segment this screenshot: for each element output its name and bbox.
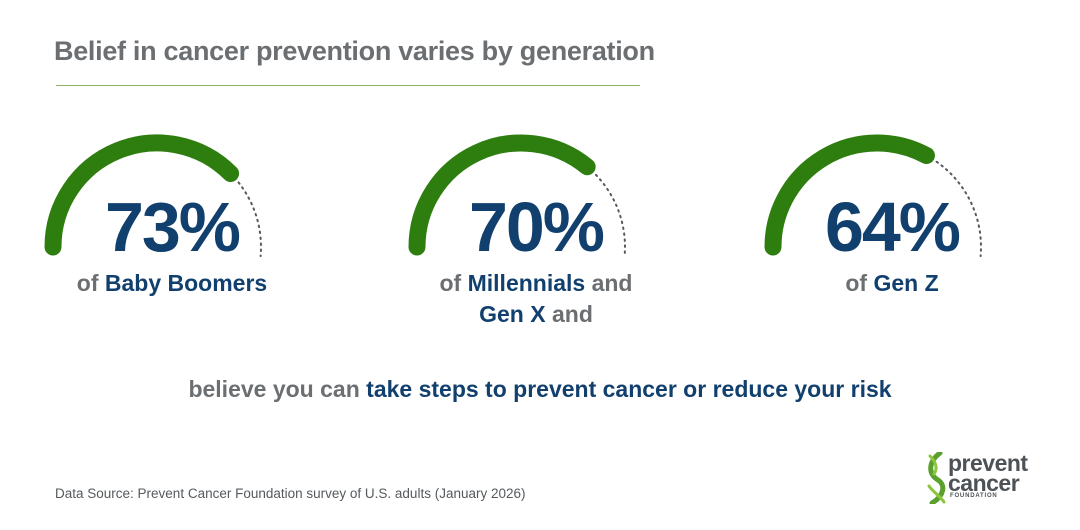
gauge-value-label: 64% — [824, 188, 961, 266]
caption-prefix: of — [439, 270, 468, 296]
summary-statement: believe you can take steps to prevent ca… — [0, 376, 1080, 403]
caption-line: Gen X and — [376, 299, 696, 330]
caption-highlight: Baby Boomers — [104, 270, 268, 296]
gauge-millennials-gen-x: 70% of Millennials and Gen X and — [406, 130, 666, 330]
prevent-cancer-logo: prevent cancer FOUNDATION — [924, 452, 1034, 504]
logo-word-foundation: FOUNDATION — [950, 493, 998, 499]
statement-prefix: believe you can — [188, 376, 367, 402]
dna-swoosh-icon — [927, 452, 946, 504]
gauge-caption: of Millennials and Gen X and — [376, 268, 696, 330]
gauge-value-label: 70% — [468, 188, 605, 266]
page-title: Belief in cancer prevention varies by ge… — [54, 36, 655, 66]
logo-word-prevent: prevent — [948, 450, 1028, 476]
gauge-track — [586, 165, 626, 258]
gauge-caption: of Gen Z — [732, 268, 1052, 299]
statement-highlight: take steps to prevent cancer or reduce y… — [366, 376, 892, 402]
caption-highlight: Gen X — [479, 301, 546, 327]
gauge-track — [925, 154, 982, 258]
caption-suffix: and — [545, 301, 593, 327]
caption-line: of Baby Boomers — [12, 268, 332, 299]
caption-prefix: of — [845, 270, 874, 296]
gauge-caption: of Baby Boomers — [12, 268, 332, 299]
caption-highlight: Gen Z — [873, 270, 939, 296]
caption-line: of Millennials and — [376, 268, 696, 299]
caption-highlight: Millennials — [467, 270, 586, 296]
gauge-arc-svg — [764, 134, 982, 258]
gauge-arc-svg — [408, 134, 626, 258]
gauge-fill — [44, 134, 240, 256]
gauge-fill — [408, 134, 596, 256]
gauge-value-label: 73% — [104, 188, 241, 266]
gauge-baby-boomers: 73% of Baby Boomers — [42, 130, 302, 330]
gauge-fill — [764, 134, 935, 256]
caption-suffix: and — [585, 270, 633, 296]
caption-prefix: of — [76, 270, 105, 296]
logo-word-cancer: cancer — [948, 470, 1020, 496]
data-source-note: Data Source: Prevent Cancer Foundation s… — [55, 486, 526, 501]
gauge-arc-svg — [44, 134, 262, 258]
title-divider — [56, 85, 640, 86]
caption-line: of Gen Z — [732, 268, 1052, 299]
gauge-gen-z: 64% of Gen Z — [762, 130, 1022, 330]
